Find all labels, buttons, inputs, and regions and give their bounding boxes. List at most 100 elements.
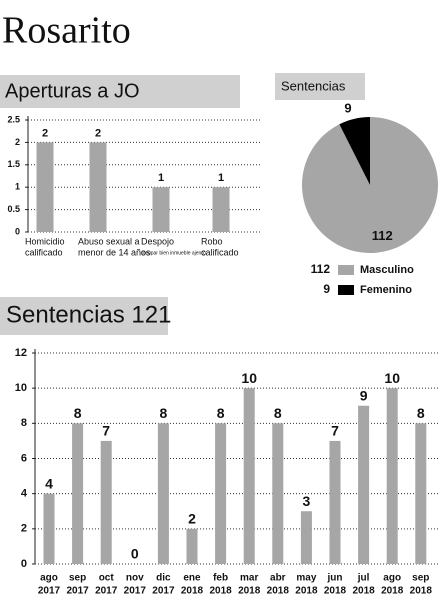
x-tick-label: may [296, 573, 316, 584]
value-label: 1 [218, 172, 224, 184]
x-tick-label: sep [412, 573, 429, 584]
x-tick-label: calificado [201, 247, 239, 257]
value-label: 7 [331, 423, 339, 439]
x-tick-label: 2018 [352, 586, 375, 597]
value-label: 0 [131, 546, 139, 562]
y-tick-label: 1 [15, 182, 20, 192]
y-tick-label: 2.5 [7, 114, 20, 124]
x-tick-label: ago [383, 573, 401, 584]
value-label: 2 [188, 511, 196, 527]
pie-slice [339, 117, 370, 185]
x-tick-label: ago [40, 573, 58, 584]
x-tick-label: Despojo [141, 236, 174, 246]
legend-swatch [338, 285, 354, 295]
x-tick-label: 2018 [238, 586, 261, 597]
x-tick-label: 2017 [152, 586, 175, 597]
value-label: 2 [42, 127, 48, 139]
bar [157, 423, 169, 564]
x-tick-label: 2018 [209, 586, 232, 597]
bar [243, 388, 255, 564]
x-tick-label: Homicidio [25, 236, 65, 246]
bar [72, 423, 84, 564]
pie-slice [301, 117, 438, 254]
x-tick-label: calificado [25, 247, 63, 257]
chart-title: Sentencias 121 [6, 301, 171, 328]
value-label: 8 [74, 405, 82, 421]
value-label: 10 [241, 370, 257, 386]
page-title: Rosarito [2, 10, 131, 52]
x-tick-label: nov [126, 573, 144, 584]
value-label: 3 [303, 493, 311, 509]
value-label: 8 [274, 405, 282, 421]
bar [186, 528, 198, 564]
bar [386, 388, 398, 564]
x-tick-label: dic [156, 573, 171, 584]
chart-title: Aperturas a JO [5, 80, 140, 102]
chart-title: Sentencias [281, 78, 346, 93]
x-tick-label: 2018 [381, 586, 404, 597]
y-tick-label: 2 [21, 523, 27, 535]
bar [215, 423, 227, 564]
x-tick-label: Abuso sexual a [78, 236, 140, 246]
x-tick-label: 2017 [38, 586, 61, 597]
y-tick-label: 4 [21, 488, 28, 500]
legend-label: Femenino [360, 284, 412, 296]
value-label: 4 [45, 475, 53, 491]
x-tick-label: abr [270, 573, 286, 584]
x-tick-label: ene [183, 573, 201, 584]
y-tick-label: 0 [21, 558, 27, 570]
x-tick-label: 2018 [295, 586, 318, 597]
bar [272, 423, 284, 564]
y-tick-label: 2 [15, 137, 20, 147]
bar [89, 142, 107, 232]
slice-label: 9 [344, 101, 351, 116]
x-tick-label: 2017 [95, 586, 118, 597]
header-box [0, 75, 240, 108]
bar [100, 440, 112, 564]
x-tick-label: 2017 [124, 586, 147, 597]
x-tick-label: 2018 [410, 586, 433, 597]
value-label: 7 [102, 423, 110, 439]
y-tick-label: 0.5 [7, 204, 20, 214]
bar [36, 142, 54, 232]
bar [329, 440, 341, 564]
x-tick-label: mar [240, 573, 258, 584]
value-label: 10 [384, 370, 400, 386]
x-tick-label: menor de 14 años [78, 247, 151, 257]
x-tick-label: 2018 [324, 586, 347, 597]
bar [152, 187, 170, 232]
x-tick-label: (ocupar bien inmueble ajeno) [141, 250, 206, 256]
y-tick-label: 12 [15, 347, 27, 359]
x-tick-label: sep [69, 573, 86, 584]
bar [300, 511, 312, 564]
y-tick-label: 8 [21, 417, 27, 429]
value-label: 8 [417, 405, 425, 421]
x-tick-label: oct [99, 573, 115, 584]
value-label: 8 [160, 405, 168, 421]
x-tick-label: 2017 [66, 586, 89, 597]
x-tick-label: jul [357, 573, 370, 584]
value-label: 2 [95, 127, 101, 139]
x-tick-label: 2018 [181, 586, 204, 597]
legend-value: 112 [311, 262, 331, 276]
header-box [275, 73, 365, 100]
bar [43, 493, 55, 564]
y-tick-label: 0 [15, 226, 20, 236]
bar [415, 423, 427, 564]
bar [358, 405, 370, 564]
x-tick-label: 2018 [267, 586, 290, 597]
x-tick-label: jun [327, 573, 343, 584]
legend-value: 9 [323, 282, 330, 296]
legend-label: Masculino [360, 264, 414, 276]
value-label: 1 [158, 172, 164, 184]
value-label: 9 [360, 387, 368, 403]
x-tick-label: Robo [201, 236, 223, 246]
slice-label: 112 [372, 228, 393, 243]
y-tick-label: 10 [15, 382, 27, 394]
header-box [0, 297, 168, 335]
legend-swatch [338, 265, 354, 275]
bar [212, 187, 230, 232]
x-tick-label: feb [213, 573, 228, 584]
y-tick-label: 1.5 [7, 159, 20, 169]
